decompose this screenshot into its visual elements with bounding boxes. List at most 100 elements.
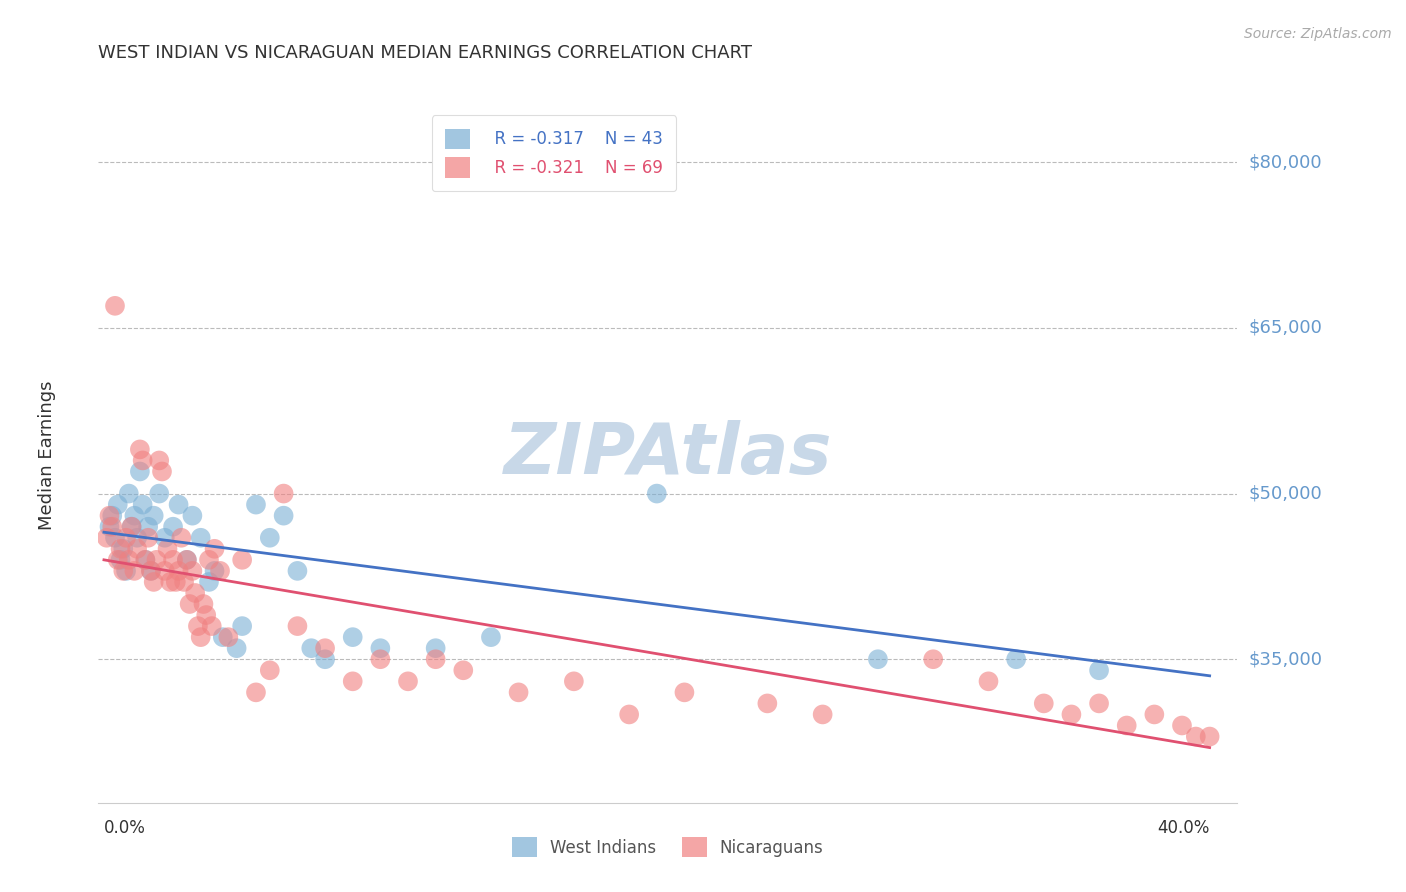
Text: ZIPAtlas: ZIPAtlas	[503, 420, 832, 490]
Point	[1198, 730, 1220, 744]
Point	[148, 453, 170, 467]
Point	[134, 553, 156, 567]
Text: $65,000: $65,000	[1249, 319, 1322, 337]
Point	[115, 531, 138, 545]
Point	[136, 531, 159, 545]
Point	[314, 641, 336, 656]
Point	[162, 553, 184, 567]
Point	[287, 619, 309, 633]
Point	[231, 553, 253, 567]
Point	[922, 652, 945, 666]
Point	[562, 674, 585, 689]
Point	[231, 619, 253, 633]
Point	[136, 519, 159, 533]
Point	[104, 299, 127, 313]
Point	[342, 630, 364, 644]
Point	[115, 564, 138, 578]
Point	[259, 663, 281, 677]
Point	[211, 630, 233, 644]
Point	[162, 519, 184, 533]
Point	[150, 465, 173, 479]
Point	[101, 519, 124, 533]
Point	[287, 564, 309, 578]
Point	[142, 574, 165, 589]
Point	[176, 553, 198, 567]
Point	[153, 531, 176, 545]
Point	[245, 685, 267, 699]
Point	[1088, 663, 1111, 677]
Point	[811, 707, 834, 722]
Point	[124, 564, 146, 578]
Point	[370, 641, 392, 656]
Point	[273, 486, 295, 500]
Point	[190, 630, 212, 644]
Point	[181, 508, 204, 523]
Point	[167, 498, 190, 512]
Point	[98, 508, 121, 523]
Point	[204, 564, 226, 578]
Point	[1088, 697, 1111, 711]
Point	[121, 519, 143, 533]
Point	[139, 564, 162, 578]
Point	[299, 641, 322, 656]
Text: Median Earnings: Median Earnings	[38, 380, 56, 530]
Point	[127, 531, 149, 545]
Point	[124, 508, 146, 523]
Legend: West Indians, Nicaraguans: West Indians, Nicaraguans	[505, 830, 831, 864]
Point	[173, 574, 195, 589]
Point	[104, 531, 127, 545]
Point	[1060, 707, 1083, 722]
Point	[96, 531, 118, 545]
Point	[673, 685, 696, 699]
Point	[314, 652, 336, 666]
Text: $80,000: $80,000	[1249, 153, 1322, 171]
Point	[167, 564, 190, 578]
Point	[1143, 707, 1166, 722]
Point	[107, 553, 129, 567]
Point	[245, 498, 267, 512]
Point	[193, 597, 215, 611]
Point	[617, 707, 640, 722]
Point	[195, 608, 218, 623]
Point	[128, 442, 150, 457]
Point	[209, 564, 232, 578]
Point	[187, 619, 209, 633]
Point	[342, 674, 364, 689]
Point	[121, 519, 143, 533]
Point	[131, 453, 153, 467]
Point	[179, 597, 201, 611]
Point	[142, 508, 165, 523]
Point	[112, 541, 135, 556]
Point	[479, 630, 502, 644]
Point	[204, 541, 226, 556]
Point	[107, 498, 129, 512]
Text: $35,000: $35,000	[1249, 650, 1323, 668]
Point	[645, 486, 668, 500]
Point	[1005, 652, 1028, 666]
Point	[181, 564, 204, 578]
Text: WEST INDIAN VS NICARAGUAN MEDIAN EARNINGS CORRELATION CHART: WEST INDIAN VS NICARAGUAN MEDIAN EARNING…	[98, 45, 752, 62]
Point	[1032, 697, 1054, 711]
Point	[165, 574, 187, 589]
Point	[190, 531, 212, 545]
Text: Source: ZipAtlas.com: Source: ZipAtlas.com	[1244, 27, 1392, 41]
Point	[110, 553, 132, 567]
Point	[756, 697, 779, 711]
Point	[159, 574, 181, 589]
Point	[1185, 730, 1208, 744]
Point	[201, 619, 224, 633]
Point	[977, 674, 1000, 689]
Point	[118, 553, 141, 567]
Text: 0.0%: 0.0%	[104, 820, 146, 838]
Point	[170, 531, 193, 545]
Point	[128, 465, 150, 479]
Text: $50,000: $50,000	[1249, 484, 1322, 502]
Point	[112, 564, 135, 578]
Point	[425, 641, 447, 656]
Point	[225, 641, 247, 656]
Point	[139, 564, 162, 578]
Point	[1171, 718, 1194, 732]
Point	[101, 508, 124, 523]
Point	[370, 652, 392, 666]
Point	[118, 486, 141, 500]
